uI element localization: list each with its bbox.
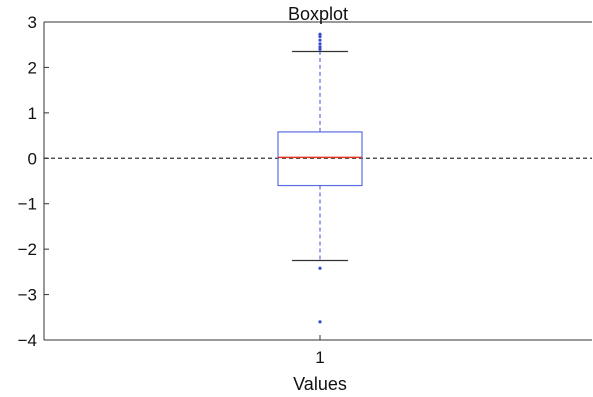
outlier-point bbox=[318, 320, 322, 324]
outlier-point bbox=[318, 38, 322, 42]
outliers bbox=[318, 32, 322, 324]
outlier-point bbox=[318, 45, 322, 49]
y-tick-label: 3 bbox=[28, 13, 37, 32]
box-layer bbox=[277, 50, 363, 262]
interquartile-box bbox=[277, 131, 363, 187]
x-axis-label: Values bbox=[293, 374, 347, 394]
y-ticks: 3 2 1 0 −1 −2 −3 −4 bbox=[18, 13, 49, 350]
y-tick-label: 1 bbox=[28, 104, 37, 123]
y-tick-label: 2 bbox=[28, 58, 37, 77]
y-tick-label: −2 bbox=[18, 240, 37, 259]
outlier-point bbox=[318, 47, 322, 51]
chart-title: Boxplot bbox=[288, 4, 348, 24]
y-tick-label: −3 bbox=[18, 286, 37, 305]
y-tick-label: −4 bbox=[18, 331, 37, 350]
y-tick-label: −1 bbox=[18, 195, 37, 214]
outlier-point bbox=[318, 34, 322, 39]
y-tick-label: 0 bbox=[28, 149, 37, 168]
x-tick-label: 1 bbox=[315, 348, 324, 367]
x-ticks: 1 bbox=[315, 335, 325, 367]
outlier-point bbox=[318, 32, 322, 36]
outlier-point bbox=[318, 42, 322, 46]
axes bbox=[43, 21, 592, 341]
outlier-point bbox=[318, 266, 322, 270]
